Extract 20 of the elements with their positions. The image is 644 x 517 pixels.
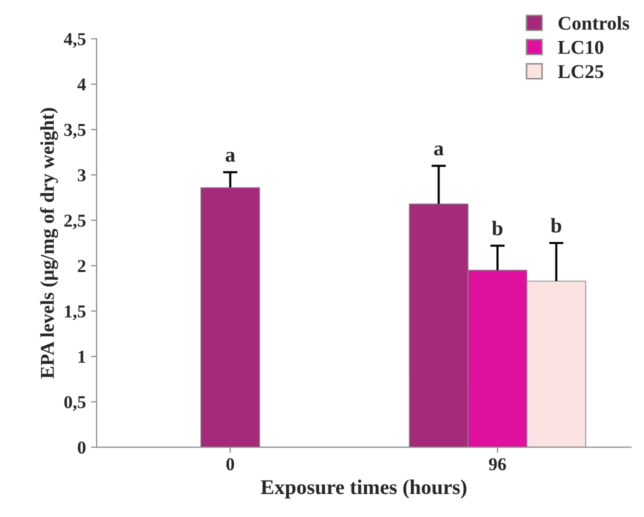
legend-label: Controls <box>558 16 630 30</box>
data-label: a <box>434 146 444 156</box>
legend-label: LC25 <box>558 65 604 78</box>
y-tick-label: 2,5 <box>64 214 86 230</box>
x-tick-label: 96 <box>488 458 506 470</box>
y-tick-label: 4 <box>77 78 86 90</box>
data-label: b <box>492 220 502 236</box>
y-tick-label: 2 <box>78 260 86 272</box>
y-tick-label: 1,5 <box>65 305 86 320</box>
y-tick-label: 3,5 <box>64 124 86 139</box>
data-label: b <box>550 218 562 233</box>
y-axis-title: EPA levels (µg/mg of dry weight) <box>40 108 58 379</box>
y-tick-label: 0,5 <box>64 396 86 411</box>
y-tick-label: 1 <box>78 350 86 363</box>
x-axis-title: Exposure times (hours) <box>260 480 466 498</box>
y-tick-label: 0 <box>78 441 86 454</box>
data-label: a <box>226 152 236 162</box>
y-tick-label: 4,5 <box>64 33 86 48</box>
y-tick-label: 3 <box>78 169 86 182</box>
legend-label: LC10 <box>558 40 604 54</box>
